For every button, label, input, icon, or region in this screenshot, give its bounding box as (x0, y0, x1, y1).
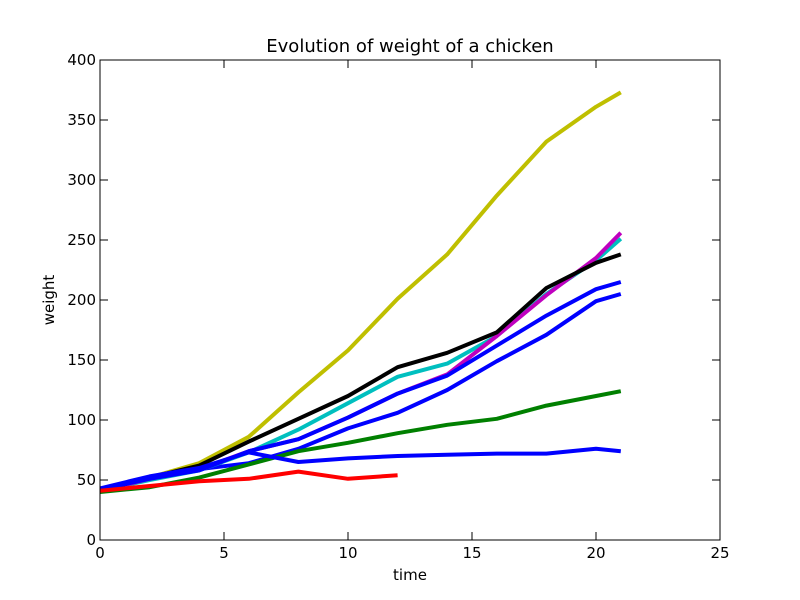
chart-title: Evolution of weight of a chicken (266, 36, 553, 57)
series-line-8 (99, 446, 621, 491)
y-tick-label: 50 (77, 471, 96, 489)
x-tick-label: 10 (338, 544, 357, 562)
x-tick-label: 25 (710, 544, 729, 562)
y-tick-label: 300 (67, 171, 96, 189)
y-tick-label: 150 (67, 351, 96, 369)
y-axis-ticks: 0 50 100 150 200 250 300 350 400 (67, 51, 720, 549)
series-line-6 (99, 280, 622, 492)
y-tick-label: 400 (67, 51, 96, 69)
x-tick-label: 15 (462, 544, 481, 562)
y-tick-label: 100 (67, 411, 96, 429)
y-tick-label: 200 (67, 291, 96, 309)
y-tick-label: 350 (67, 111, 96, 129)
x-tick-label: 5 (219, 544, 229, 562)
y-tick-label: 250 (67, 231, 96, 249)
series-line-9 (99, 469, 398, 493)
series-layer (99, 90, 623, 494)
series-line-7 (99, 389, 622, 494)
plot-area (99, 59, 721, 541)
x-tick-label: 0 (95, 544, 105, 562)
x-tick-label: 20 (586, 544, 605, 562)
y-tick-label: 0 (86, 531, 96, 549)
x-axis-ticks: 0 5 10 15 20 25 (95, 60, 730, 562)
y-axis-label: weight (40, 275, 58, 326)
x-axis-label: time (393, 566, 427, 584)
